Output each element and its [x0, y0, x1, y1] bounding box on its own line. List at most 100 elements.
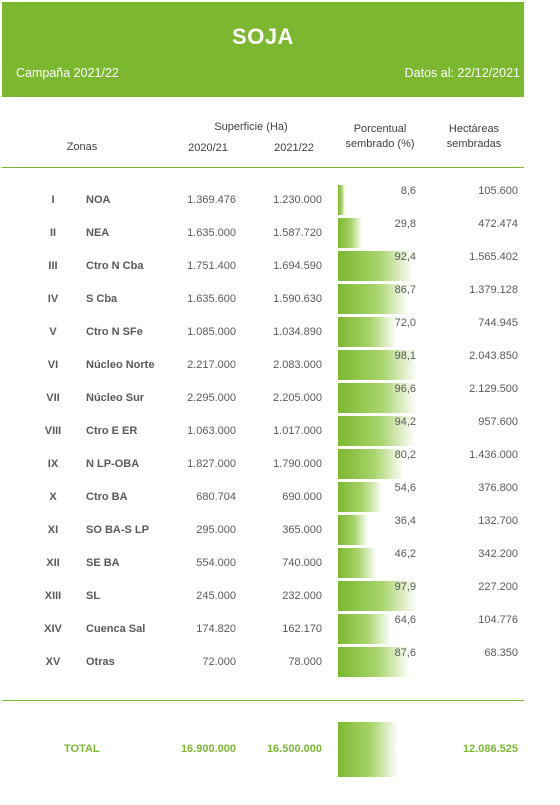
table-row: IX N LP-OBA 1.827.000 1.790.000 80,2 1.436.00… — [0, 449, 560, 482]
pct-bar — [338, 482, 383, 512]
pct-bar-track — [338, 581, 420, 611]
zone-name: Cuenca Sal — [86, 623, 146, 635]
table-row: VIII Ctro E ER 1.063.000 1.017.000 94,2 957.6… — [0, 416, 560, 449]
surface-2020-21: 1.635.600 — [187, 293, 236, 305]
zone-number: XII — [46, 557, 60, 569]
pct-bar-track — [338, 647, 420, 677]
table-row: VI Núcleo Norte 2.217.000 2.083.000 98,1 2.04… — [0, 350, 560, 383]
zone-name: Otras — [86, 656, 115, 668]
surface-2021-22: 1.587.720 — [273, 227, 322, 239]
zone-number: X — [49, 491, 57, 503]
table-row: XIV Cuenca Sal 174.820 162.170 64,6 104.776 — [0, 614, 560, 647]
pct-bar — [338, 317, 398, 347]
data-date: Datos al: 22/12/2021 — [404, 66, 520, 80]
zone-name: SO BA-S LP — [86, 524, 149, 536]
header-divider — [2, 167, 524, 168]
pct-sown: 96,6 — [394, 383, 416, 395]
pct-bar — [338, 449, 404, 479]
hectares-sown: 227.200 — [478, 581, 518, 593]
surface-2021-22: 690.000 — [282, 491, 322, 503]
zone-name: Núcleo Sur — [86, 392, 145, 404]
hectares-sown: 68.350 — [484, 647, 518, 659]
pct-bar-track — [338, 449, 420, 479]
surface-2021-22: 1.790.000 — [273, 458, 322, 470]
pct-bar — [338, 251, 414, 281]
pct-bar-track — [338, 383, 420, 413]
zone-name: Ctro BA — [86, 491, 128, 503]
table-row: IV S Cba 1.635.600 1.590.630 86,7 1.379.128 — [0, 284, 560, 317]
zone-name: SE BA — [86, 557, 120, 569]
total-pct-bar — [338, 722, 399, 777]
column-header-superficie: Superficie (Ha) — [214, 121, 288, 133]
pct-bar — [338, 185, 346, 215]
table-row: III Ctro N Cba 1.751.400 1.694.590 92,4 1.565… — [0, 251, 560, 284]
hectares-sown: 1.379.128 — [469, 284, 518, 296]
column-header-2020-21: 2020/21 — [188, 142, 228, 154]
surface-2020-21: 1.827.000 — [187, 458, 236, 470]
pct-sown: 80,2 — [394, 449, 416, 461]
hectares-sown: 2.043.850 — [469, 350, 518, 362]
pct-sown: 92,4 — [394, 251, 416, 263]
pct-bar — [338, 383, 418, 413]
pct-bar-track — [338, 515, 420, 545]
pct-bar — [338, 581, 419, 611]
surface-2020-21: 295.000 — [196, 524, 236, 536]
column-header-porcentual: Porcentual sembrado (%) — [336, 122, 424, 152]
hectares-sown: 132.700 — [478, 515, 518, 527]
pct-sown: 46,2 — [394, 548, 416, 560]
pct-bar-track — [338, 614, 420, 644]
surface-2020-21: 1.751.400 — [187, 260, 236, 272]
pct-sown: 94,2 — [394, 416, 416, 428]
table-row: X Ctro BA 680.704 690.000 54,6 376.800 — [0, 482, 560, 515]
hectares-sown: 744.945 — [478, 317, 518, 329]
table-row: XII SE BA 554.000 740.000 46,2 342.200 — [0, 548, 560, 581]
zone-name: Núcleo Norte — [86, 359, 155, 371]
campaign-label: Campaña 2021/22 — [16, 66, 119, 80]
report-header: SOJA Campaña 2021/22 Datos al: 22/12/202… — [2, 2, 524, 97]
surface-2021-22: 2.205.000 — [273, 392, 322, 404]
pct-bar — [338, 284, 410, 314]
zone-name: N LP-OBA — [86, 458, 140, 470]
hectares-sown: 957.600 — [478, 416, 518, 428]
pct-bar — [338, 647, 410, 677]
column-header-porcentual-line2: sembrado (%) — [345, 138, 415, 150]
zone-number: II — [49, 227, 57, 239]
hectares-sown: 1.436.000 — [469, 449, 518, 461]
zone-name: Ctro N SFe — [86, 326, 143, 338]
zone-number: XIII — [44, 590, 62, 602]
total-row: TOTAL 16.900.000 16.500.000 73,3 12.086.… — [0, 722, 560, 777]
column-header-hectareas: Hectáreas sembradas — [432, 122, 516, 152]
zone-name: NEA — [86, 227, 110, 239]
surface-2021-22: 1.034.890 — [273, 326, 322, 338]
surface-2020-21: 680.704 — [196, 491, 236, 503]
total-divider — [2, 700, 524, 701]
zone-number: VI — [47, 359, 59, 371]
hectares-sown: 1.565.402 — [469, 251, 518, 263]
pct-bar-track — [338, 482, 420, 512]
hectares-sown: 472.474 — [478, 218, 518, 230]
column-header-hectareas-line2: sembradas — [446, 138, 502, 150]
zone-number: IV — [47, 293, 59, 305]
pct-sown: 54,6 — [394, 482, 416, 494]
surface-2021-22: 78.000 — [288, 656, 322, 668]
pct-sown: 87,6 — [394, 647, 416, 659]
hectares-sown: 2.129.500 — [469, 383, 518, 395]
zone-number: III — [48, 260, 58, 272]
zone-number: VII — [46, 392, 60, 404]
total-2021-22: 16.500.000 — [266, 743, 322, 755]
surface-2020-21: 174.820 — [196, 623, 236, 635]
zone-name: Ctro N Cba — [86, 260, 144, 272]
surface-2021-22: 1.230.000 — [273, 194, 322, 206]
hectares-sown: 342.200 — [478, 548, 518, 560]
total-pct: 73,3 — [394, 743, 416, 755]
surface-2020-21: 1.085.000 — [187, 326, 236, 338]
table-row: XIII SL 245.000 232.000 97,9 227.200 — [0, 581, 560, 614]
column-header-porcentual-line1: Porcentual — [353, 123, 407, 135]
zone-number: XIV — [44, 623, 62, 635]
pct-bar-track — [338, 416, 420, 446]
pct-sown: 72,0 — [394, 317, 416, 329]
pct-sown: 8,6 — [400, 185, 416, 197]
surface-2020-21: 245.000 — [196, 590, 236, 602]
zone-number: V — [49, 326, 57, 338]
pct-bar — [338, 515, 368, 545]
